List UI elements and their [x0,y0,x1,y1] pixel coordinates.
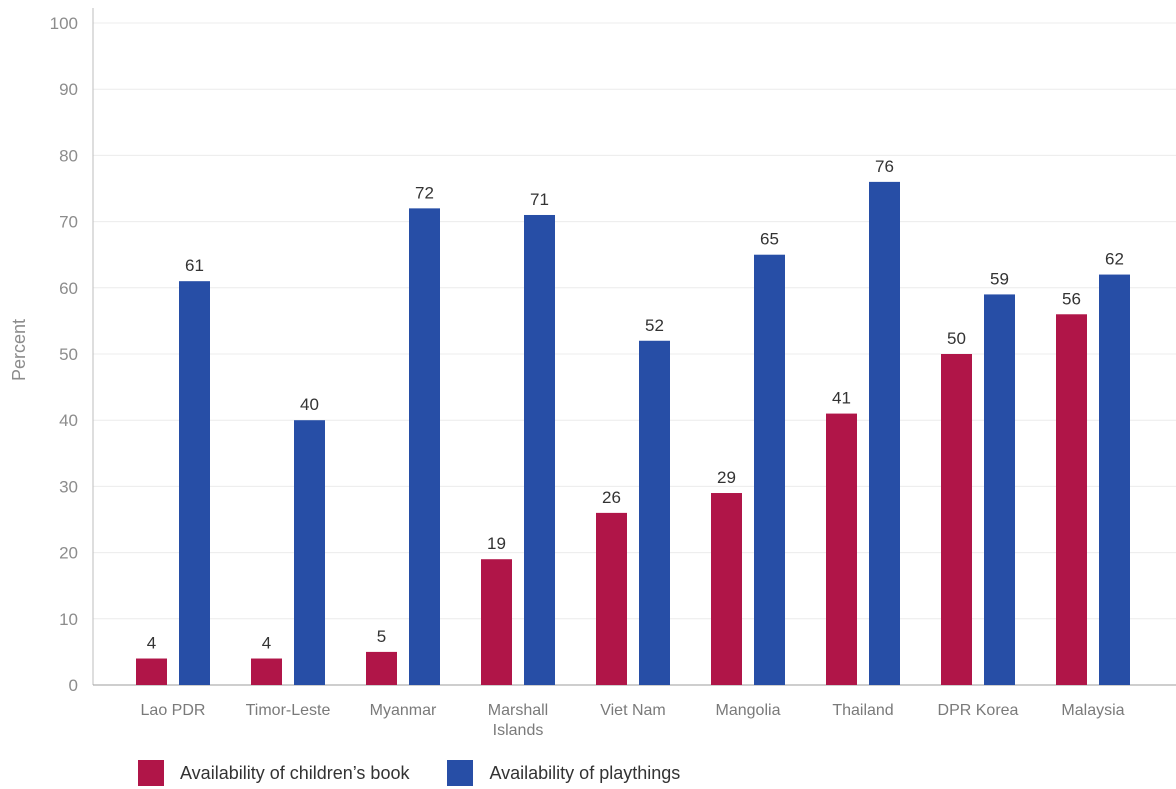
bars: 4 61 4 40 5 72 19 71 26 52 29 65 41 76 50 59 56 62 [136,157,1130,686]
y-axis-title: Percent [9,319,29,381]
legend-swatch-childrens-book [138,760,164,786]
x-category-label-line: Myanmar [370,702,437,719]
bar-playthings [639,340,670,685]
x-category-label-line: Timor-Leste [246,702,331,719]
bar-playthings [179,281,210,685]
bar-childrens-book [251,658,282,685]
bar-childrens-book [481,559,512,685]
bar-childrens-book [711,493,742,685]
bar-playthings [869,181,900,685]
legend-label-playthings: Availability of playthings [489,762,681,783]
data-label: 19 [487,534,506,553]
x-category-label-line: Viet Nam [600,702,666,719]
legend-swatch-playthings [447,760,474,786]
bar-childrens-book [1056,314,1087,685]
data-label: 61 [185,256,204,275]
y-tick-label: 50 [59,345,78,364]
data-label: 59 [990,269,1009,288]
bar-childrens-book [596,512,627,685]
legend-item-childrens-book: Availability of children’s book [138,760,409,786]
legend-item-playthings: Availability of playthings [447,760,680,786]
bar-playthings [294,420,325,685]
y-tick-label: 70 [59,213,78,232]
bar-childrens-book [136,658,167,685]
x-category-label: Malaysia [1061,702,1124,719]
x-category-label: Mangolia [716,702,781,719]
data-label: 76 [875,157,894,176]
y-axis-ticks: 0 10 20 30 40 50 60 70 80 90 100 [50,14,78,695]
x-category-label: Viet Nam [600,702,666,719]
x-category-label-line: Lao PDR [141,702,206,719]
y-tick-label: 10 [59,610,78,629]
legend-label-childrens-book: Availability of children’s book [180,762,410,783]
y-tick-label: 90 [59,80,78,99]
y-tick-label: 0 [69,676,78,695]
data-label: 26 [602,488,621,507]
data-label: 4 [147,634,156,653]
x-category-label-line: Marshall [488,702,548,719]
data-label: 71 [530,190,549,209]
x-category-label: Thailand [832,702,893,719]
bar-childrens-book [366,651,397,685]
bar-playthings [754,254,785,685]
bar-playthings [1099,274,1130,685]
y-tick-label: 60 [59,279,78,298]
bar-childrens-book [941,354,972,685]
data-label: 40 [300,395,319,414]
data-label: 52 [645,316,664,335]
y-tick-label: 80 [59,146,78,165]
y-tick-label: 100 [50,14,78,33]
data-label: 29 [717,468,736,487]
y-tick-label: 30 [59,477,78,496]
data-label: 56 [1062,289,1081,308]
data-label: 50 [947,329,966,348]
data-label: 72 [415,183,434,202]
bar-playthings [524,214,555,686]
data-label: 62 [1105,250,1124,269]
x-category-label-line: Malaysia [1061,702,1124,719]
y-tick-label: 20 [59,544,78,563]
x-category-label: Marshall Islands [488,702,548,739]
x-category-label-line: Islands [493,722,544,739]
y-tick-label: 40 [59,411,78,430]
data-label: 65 [760,230,779,249]
x-category-label: Myanmar [370,702,437,719]
x-category-label-line: Mangolia [716,702,781,719]
x-category-label-line: DPR Korea [938,702,1019,719]
x-axis-category-labels: Lao PDR Timor-Leste Myanmar Marshall Islands… [141,702,1125,739]
bar-playthings [409,208,440,686]
gridlines [93,22,1176,620]
bar-childrens-book [826,413,857,685]
data-label: 41 [832,389,851,408]
data-label: 4 [262,634,271,653]
bar-chart: 0 10 20 30 40 50 60 70 80 90 100 4 61 4 40 5 72 19 71 26 52… [9,8,1176,739]
data-label: 5 [377,627,386,646]
x-category-label: Timor-Leste [246,702,331,719]
x-category-label: DPR Korea [938,702,1019,719]
x-category-label-line: Thailand [832,702,893,719]
x-category-label: Lao PDR [141,702,206,719]
bar-playthings [984,294,1015,685]
legend: Availability of children’s book Availabi… [138,760,718,786]
